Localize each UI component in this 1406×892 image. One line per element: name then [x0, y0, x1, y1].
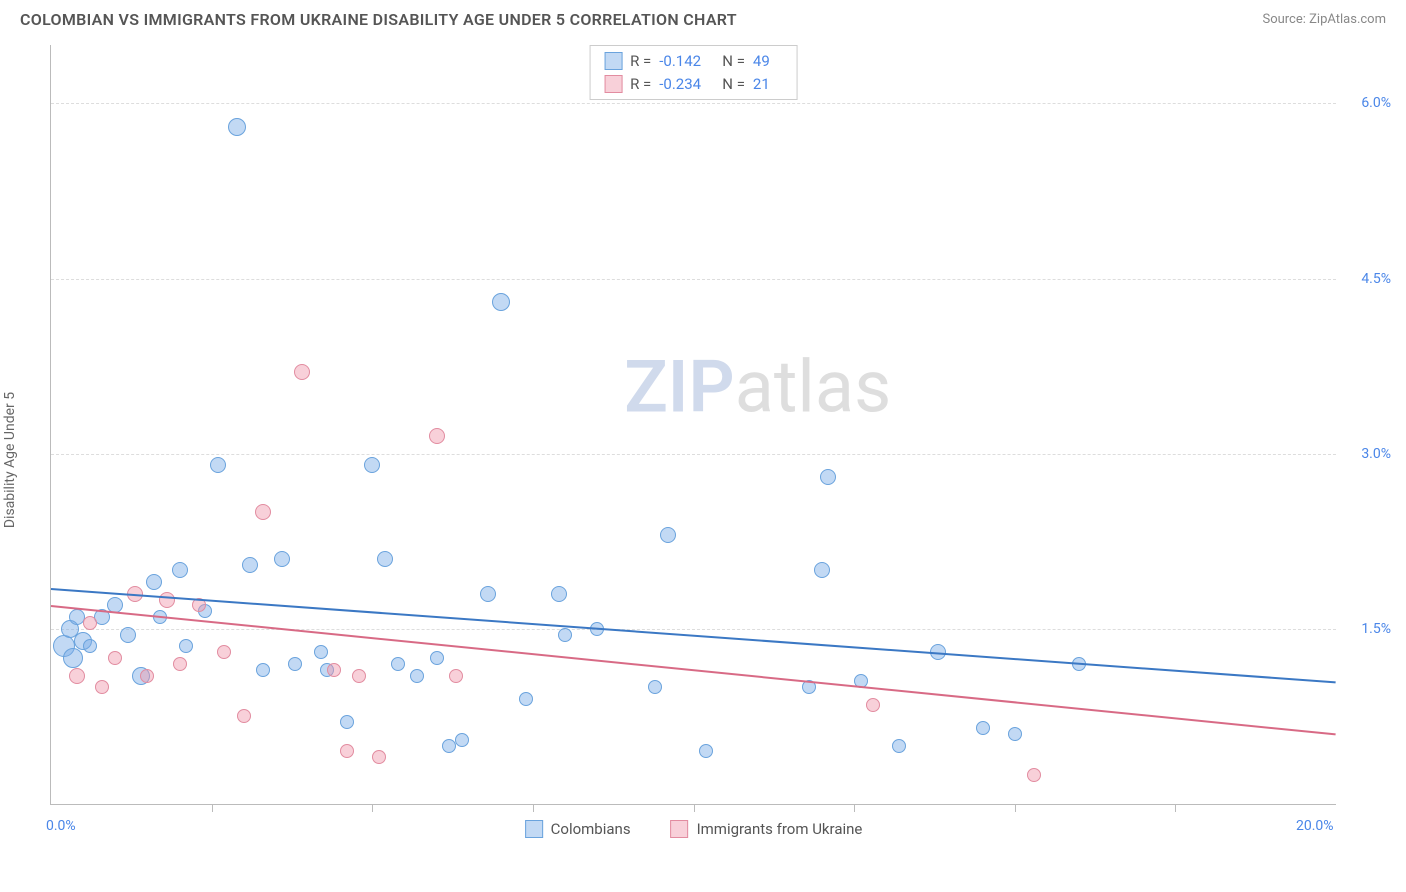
data-point-ukraine: [173, 657, 187, 671]
stat-r-label: R =: [630, 50, 651, 73]
watermark: ZIPatlas: [624, 344, 891, 429]
stats-legend-box: R = -0.142 N = 49 R = -0.234 N = 21: [589, 45, 798, 100]
stat-r-label: R =: [630, 73, 651, 96]
y-tick-label: 6.0%: [1361, 95, 1391, 111]
watermark-prefix: ZIP: [624, 344, 734, 429]
data-point-ukraine: [237, 709, 251, 723]
data-point-colombians: [179, 639, 193, 653]
legend-swatch-ukraine: [671, 820, 689, 838]
swatch-colombians: [604, 52, 622, 70]
data-point-ukraine: [327, 663, 341, 677]
data-point-colombians: [242, 557, 258, 573]
data-point-ukraine: [83, 616, 97, 630]
data-point-colombians: [492, 293, 510, 311]
x-tick: [694, 804, 695, 812]
data-point-ukraine: [159, 592, 175, 608]
data-point-ukraine: [95, 680, 109, 694]
data-point-colombians: [558, 628, 572, 642]
y-tick-label: 1.5%: [1361, 621, 1391, 637]
stat-n-value-colombians: 49: [753, 50, 783, 73]
gridline-h: [51, 629, 1336, 630]
gridline-h: [51, 454, 1336, 455]
gridline-h: [51, 103, 1336, 104]
data-point-colombians: [480, 586, 496, 602]
data-point-colombians: [172, 562, 188, 578]
data-point-colombians: [442, 739, 456, 753]
data-point-colombians: [455, 733, 469, 747]
data-point-colombians: [364, 457, 380, 473]
data-point-ukraine: [294, 364, 310, 380]
data-point-ukraine: [866, 698, 880, 712]
legend-label-colombians: Colombians: [551, 820, 631, 838]
data-point-ukraine: [372, 750, 386, 764]
data-point-ukraine: [429, 428, 445, 444]
data-point-colombians: [814, 562, 830, 578]
legend: Colombians Immigrants from Ukraine: [525, 820, 863, 838]
data-point-ukraine: [1027, 768, 1041, 782]
data-point-ukraine: [69, 668, 85, 684]
data-point-ukraine: [108, 651, 122, 665]
data-point-colombians: [699, 744, 713, 758]
data-point-ukraine: [255, 504, 271, 520]
data-point-colombians: [519, 692, 533, 706]
data-point-colombians: [648, 680, 662, 694]
data-point-colombians: [146, 574, 162, 590]
legend-item-colombians: Colombians: [525, 820, 631, 838]
x-tick: [212, 804, 213, 812]
stat-n-value-ukraine: 21: [753, 73, 783, 96]
data-point-ukraine: [140, 669, 154, 683]
data-point-colombians: [377, 551, 393, 567]
x-tick: [533, 804, 534, 812]
watermark-suffix: atlas: [735, 344, 892, 429]
data-point-colombians: [63, 648, 83, 668]
data-point-colombians: [340, 715, 354, 729]
x-axis-end-label: 0.0%: [46, 818, 76, 834]
legend-label-ukraine: Immigrants from Ukraine: [697, 820, 863, 838]
stats-row-ukraine: R = -0.234 N = 21: [604, 73, 783, 96]
legend-item-ukraine: Immigrants from Ukraine: [671, 820, 863, 838]
data-point-colombians: [288, 657, 302, 671]
data-point-colombians: [660, 527, 676, 543]
data-point-colombians: [1008, 727, 1022, 741]
stat-r-value-ukraine: -0.234: [659, 73, 714, 96]
y-tick-label: 3.0%: [1361, 446, 1391, 462]
data-point-colombians: [430, 651, 444, 665]
legend-swatch-colombians: [525, 820, 543, 838]
data-point-colombians: [274, 551, 290, 567]
stats-row-colombians: R = -0.142 N = 49: [604, 50, 783, 73]
chart-container: Disability Age Under 5 ZIPatlas R = -0.1…: [0, 35, 1406, 885]
data-point-colombians: [410, 669, 424, 683]
data-point-colombians: [228, 118, 246, 136]
data-point-colombians: [892, 739, 906, 753]
y-tick-label: 4.5%: [1361, 271, 1391, 287]
gridline-h: [51, 279, 1336, 280]
y-axis-label: Disability Age Under 5: [2, 392, 18, 528]
x-axis-end-label: 20.0%: [1296, 818, 1334, 834]
chart-title: COLOMBIAN VS IMMIGRANTS FROM UKRAINE DIS…: [20, 10, 737, 29]
data-point-colombians: [976, 721, 990, 735]
x-tick: [1015, 804, 1016, 812]
data-point-ukraine: [217, 645, 231, 659]
stat-r-value-colombians: -0.142: [659, 50, 714, 73]
data-point-colombians: [83, 639, 97, 653]
data-point-colombians: [314, 645, 328, 659]
plot-area: ZIPatlas R = -0.142 N = 49 R = -0.234 N …: [50, 45, 1336, 805]
data-point-ukraine: [449, 669, 463, 683]
x-tick: [372, 804, 373, 812]
source-attribution: Source: ZipAtlas.com: [1262, 12, 1386, 27]
swatch-ukraine: [604, 75, 622, 93]
x-tick: [854, 804, 855, 812]
data-point-ukraine: [352, 669, 366, 683]
data-point-colombians: [551, 586, 567, 602]
data-point-colombians: [120, 627, 136, 643]
stat-n-label: N =: [722, 73, 745, 96]
data-point-colombians: [820, 469, 836, 485]
data-point-colombians: [210, 457, 226, 473]
x-tick: [1175, 804, 1176, 812]
data-point-colombians: [391, 657, 405, 671]
data-point-colombians: [256, 663, 270, 677]
stat-n-label: N =: [722, 50, 745, 73]
data-point-ukraine: [340, 744, 354, 758]
